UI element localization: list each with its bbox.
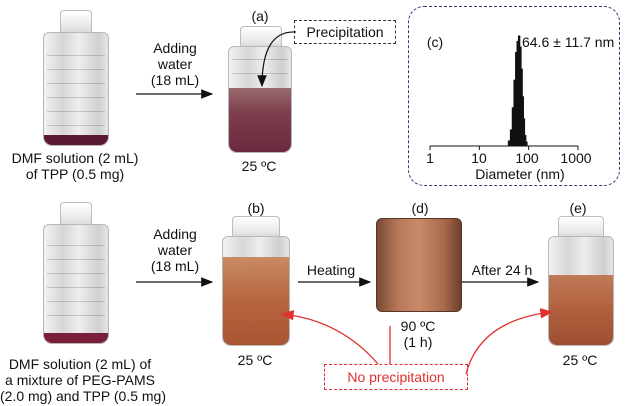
- vial-dmf-tpp: [40, 10, 110, 146]
- precipitation-label: Precipitation: [306, 24, 384, 40]
- vial-glass: [43, 224, 109, 344]
- vial-e: [544, 216, 616, 346]
- precipitated-solution: [229, 88, 291, 152]
- histogram-bar: [513, 79, 516, 146]
- chart-panel-c: [408, 6, 620, 186]
- adding-water-top-1: Adding: [153, 40, 197, 56]
- adding-water-top-3: (18 mL): [150, 72, 200, 88]
- temp-e: 25 ºC: [562, 352, 598, 368]
- vial-cap: [60, 10, 92, 36]
- caption-bottom-line3: (2.0 mg) and TPP (0.5 mg): [0, 388, 166, 404]
- adding-water-bottom-2: water: [157, 242, 193, 258]
- histogram-bar: [511, 107, 515, 146]
- temp-d: 90 ºC: [400, 318, 436, 334]
- heating-label: Heating: [306, 262, 356, 278]
- vial-glass: [548, 236, 614, 346]
- purple-solution: [44, 135, 108, 145]
- x-axis-label: Diameter (nm): [475, 166, 565, 182]
- vial-dmf-mixture: [40, 202, 110, 344]
- x-tick-100: 100: [515, 150, 539, 166]
- histogram-bar: [522, 118, 526, 146]
- x-tick-1000: 1000: [560, 150, 592, 166]
- caption-bottom-line1: DMF solution (2 mL) of: [8, 356, 152, 372]
- red-pointer-e: [465, 308, 554, 375]
- vial-glass: [228, 46, 292, 153]
- precipitation-pointer: [257, 31, 297, 88]
- adding-water-bottom-3: (18 mL): [150, 258, 200, 274]
- no-precipitation-box: [324, 364, 468, 390]
- vial-glass: [43, 32, 109, 146]
- time-d: (1 h): [403, 334, 433, 350]
- caption-top-line2: of TPP (0.5 mg): [25, 166, 125, 182]
- histogram-bar: [509, 129, 513, 146]
- vial-d-heated: [376, 218, 462, 312]
- histogram-bar: [516, 41, 519, 146]
- adding-water-top-2: water: [157, 56, 193, 72]
- histogram-bar: [507, 140, 511, 146]
- chart-annotation: 64.6 ± 11.7 nm: [522, 34, 615, 50]
- panel-label-d: (d): [411, 200, 429, 216]
- red-pointer-b: [280, 310, 379, 365]
- orange-solution: [223, 257, 289, 345]
- histogram-bar: [519, 46, 522, 147]
- size-distribution-chart: [429, 35, 579, 150]
- histogram-bar: [515, 52, 518, 146]
- vial-b: [218, 216, 292, 346]
- histogram-bar: [517, 35, 521, 146]
- x-tick-1: 1: [426, 150, 434, 166]
- vial-glass: [222, 236, 290, 346]
- panel-label-a: (a): [251, 8, 269, 24]
- after-24h-label: After 24 h: [471, 262, 533, 278]
- histogram-bar: [525, 141, 528, 146]
- no-precipitation-label: No precipitation: [347, 369, 445, 385]
- panel-label-b: (b): [247, 200, 265, 216]
- panel-label-e: (e): [569, 200, 587, 216]
- histogram-bar: [523, 134, 527, 146]
- caption-bottom-line2: a mixture of PEG-PAMS: [5, 372, 155, 388]
- orange-solution: [549, 275, 613, 345]
- adding-water-bottom-1: Adding: [153, 226, 197, 242]
- mixture-solution: [44, 333, 108, 343]
- caption-top-line1: DMF solution (2 mL): [11, 150, 139, 166]
- temp-b: 25 ºC: [237, 352, 273, 368]
- temp-a: 25 ºC: [241, 158, 277, 174]
- panel-label-c: (c): [426, 34, 444, 50]
- x-tick-10: 10: [471, 150, 487, 166]
- vial-a-precipitation: [224, 26, 294, 153]
